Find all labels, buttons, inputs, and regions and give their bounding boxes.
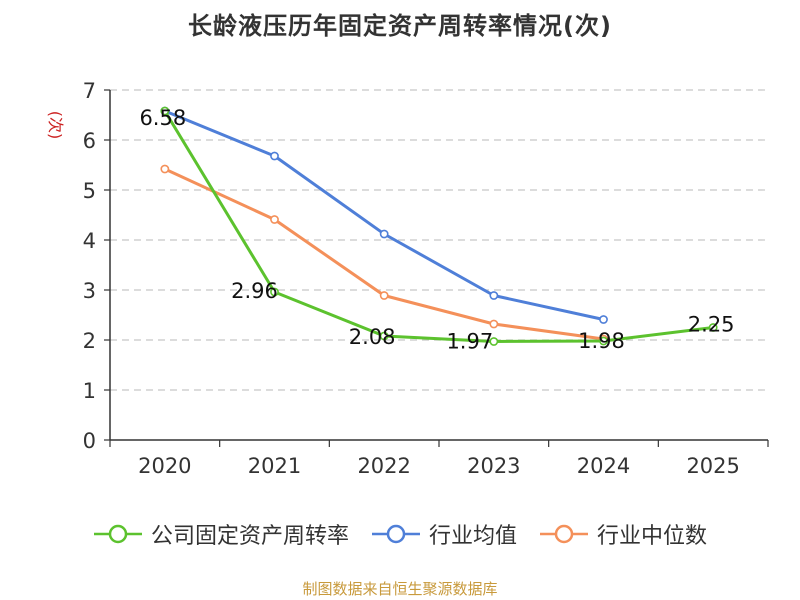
data-label: 1.97 — [446, 330, 493, 354]
x-tick-label: 2024 — [577, 454, 630, 478]
y-tick-label: 4 — [83, 229, 96, 253]
data-label: 6.58 — [139, 106, 186, 130]
legend-label-industry-median: 行业中位数 — [597, 524, 708, 549]
y-axis-label: (次) — [46, 111, 65, 140]
data-point — [489, 291, 499, 300]
grid-lines — [110, 89, 768, 391]
legend-line-blue-icon — [371, 524, 420, 544]
data-label: 2.25 — [688, 313, 735, 337]
y-tick-label: 3 — [83, 279, 96, 303]
data-point — [379, 331, 389, 341]
data-point — [599, 315, 608, 324]
data-point — [270, 287, 279, 297]
data-point — [489, 319, 499, 329]
data-label: 2.96 — [231, 279, 278, 303]
legend-line-green-icon — [93, 524, 142, 544]
series-lines — [160, 106, 718, 346]
y-tick-label: 6 — [83, 129, 96, 153]
data-point — [379, 291, 389, 300]
x-tick-label: 2020 — [138, 454, 191, 478]
y-tick-label: 0 — [83, 429, 96, 453]
axes: 0 1 2 3 4 5 6 7 2020 2021 2022 2023 2024 2025 (次) — [46, 79, 769, 478]
data-point — [160, 164, 170, 174]
chart-title: 长龄液压历年固定资产周转率情况(次) — [188, 12, 612, 40]
x-tick-label: 2021 — [248, 454, 301, 478]
legend-item-industry-mean[interactable]: 行业均值 — [371, 518, 517, 550]
data-label: 2.08 — [349, 325, 396, 349]
y-tick-label: 5 — [83, 179, 96, 203]
series-line — [163, 109, 715, 343]
legend-item-company[interactable]: 公司固定资产周转率 — [93, 518, 349, 550]
data-point — [489, 337, 499, 346]
legend-label-company: 公司固定资产周转率 — [150, 524, 349, 549]
legend-label-industry-mean: 行业均值 — [428, 524, 517, 549]
legend-line-orange-icon — [540, 524, 588, 544]
data-label: 1.98 — [578, 329, 625, 353]
series-line — [163, 167, 605, 341]
data-point — [599, 336, 608, 346]
x-tick-label: 2022 — [357, 454, 410, 478]
data-point — [708, 323, 718, 332]
data-labels: 6.58 2.96 2.08 1.97 1.98 2.25 — [139, 106, 734, 354]
y-tick-label: 1 — [83, 379, 96, 403]
x-tick-label: 2023 — [467, 454, 520, 478]
data-point — [160, 106, 170, 116]
source-note: 制图数据来自恒生聚源数据库 — [302, 580, 498, 598]
legend-item-industry-median[interactable]: 行业中位数 — [539, 518, 707, 550]
y-tick-label: 2 — [83, 329, 96, 353]
legend: 公司固定资产周转率 行业均值 行业中位数 — [0, 518, 800, 550]
data-point — [270, 151, 279, 161]
data-point — [379, 229, 389, 239]
x-tick-label: 2025 — [686, 454, 739, 478]
y-tick-label: 7 — [83, 79, 96, 103]
data-point — [270, 215, 279, 224]
